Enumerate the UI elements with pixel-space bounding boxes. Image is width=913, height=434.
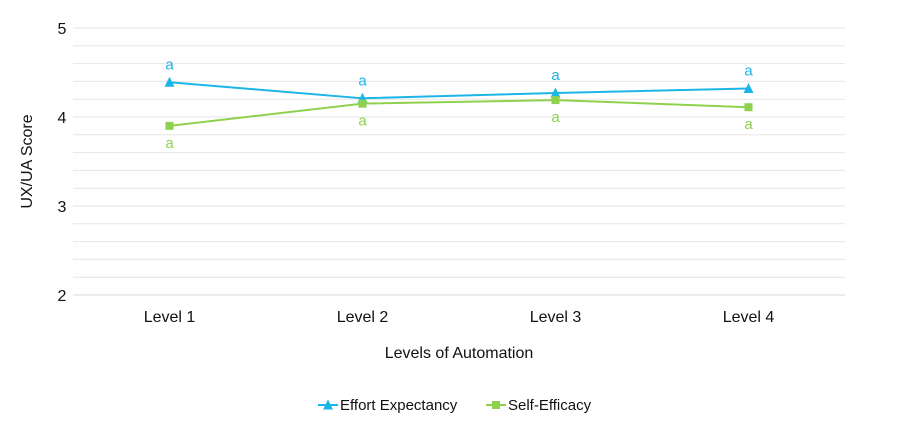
y-tick-label: 2 <box>58 288 67 305</box>
significance-label: a <box>165 56 174 73</box>
data-point-effort-expectancy <box>164 76 175 87</box>
x-tick-label: Level 3 <box>530 309 582 326</box>
data-point-self-efficacy <box>551 96 560 105</box>
legend-label-self-efficacy: Self-Efficacy <box>508 397 592 414</box>
data-point-self-efficacy <box>744 103 753 112</box>
series-layer <box>164 76 754 130</box>
data-point-self-efficacy <box>165 121 174 130</box>
y-tick-label: 4 <box>58 110 67 127</box>
data-point-self-efficacy <box>358 99 367 108</box>
legend-label-effort-expectancy: Effort Expectancy <box>340 397 458 414</box>
data-point-effort-expectancy <box>550 87 561 98</box>
series-self-efficacy <box>165 96 753 130</box>
series-line-self-efficacy <box>169 99 749 127</box>
legend: Effort Expectancy Self-Efficacy <box>318 397 592 414</box>
gridlines <box>73 27 845 296</box>
series-line-effort-expectancy <box>169 81 749 100</box>
data-point-effort-expectancy <box>743 83 754 94</box>
y-tick-label: 3 <box>58 199 67 216</box>
significance-label: a <box>358 72 367 89</box>
significance-label: a <box>551 109 560 126</box>
y-axis-title: UX/UA Score <box>19 114 36 208</box>
significance-label: a <box>744 63 753 80</box>
legend-item-effort-expectancy: Effort Expectancy <box>318 397 458 414</box>
significance-label: a <box>165 135 174 152</box>
x-tick-label: Level 1 <box>144 309 196 326</box>
x-axis-title: Levels of Automation <box>385 345 534 362</box>
y-tick-label: 5 <box>58 21 67 38</box>
legend-marker-self-efficacy <box>492 401 500 409</box>
y-axis-ticks: 2 3 4 5 <box>58 21 67 305</box>
annotation-layer: a a a a a a a a <box>165 56 753 152</box>
legend-item-self-efficacy: Self-Efficacy <box>486 397 592 414</box>
significance-label: a <box>551 67 560 84</box>
significance-label: a <box>744 116 753 133</box>
x-tick-label: Level 4 <box>723 309 775 326</box>
x-tick-label: Level 2 <box>337 309 389 326</box>
significance-label: a <box>358 113 367 130</box>
legend-marker-effort-expectancy <box>323 399 333 410</box>
x-axis-ticks: Level 1 Level 2 Level 3 Level 4 <box>144 309 775 326</box>
